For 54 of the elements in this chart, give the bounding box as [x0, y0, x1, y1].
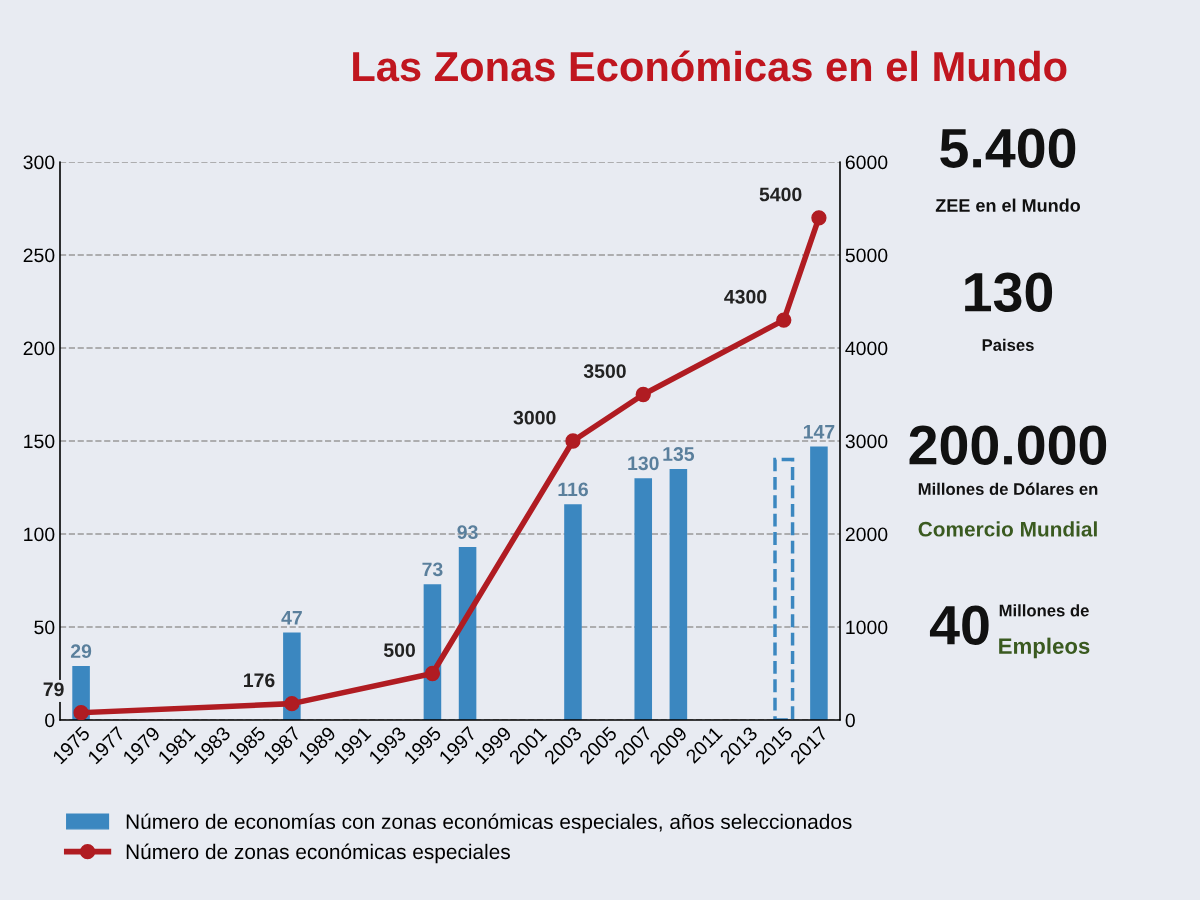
legend-label: Número de zonas económicas especiales: [126, 843, 510, 864]
y2-tick-label: 1000: [846, 620, 888, 635]
y2-tick-label: 5000: [845, 248, 888, 263]
bar: [810, 446, 828, 720]
data-label: 79: [43, 682, 64, 697]
bar: [634, 478, 653, 720]
text: 40: [929, 605, 989, 645]
data-label: 500: [383, 643, 415, 658]
point: [424, 665, 441, 682]
bar: [564, 504, 582, 720]
y2-tick-label: 6000: [845, 155, 888, 170]
point: [73, 705, 89, 720]
text: Millones de Dólares en: [918, 482, 1098, 495]
data-label: 147: [803, 425, 835, 439]
data-label: 135: [663, 447, 695, 461]
point: [776, 312, 792, 328]
data-label: 73: [422, 562, 443, 577]
y-tick-label: 250: [23, 248, 55, 263]
y-tick-label: 50: [34, 620, 55, 635]
legend-label: Número de economías con zonas económicas especiales, años seleccionados: [126, 813, 852, 834]
y2-tick-label: 4000: [845, 341, 888, 356]
data-label: 3500: [583, 364, 626, 379]
y-tick-label: 200: [23, 341, 55, 356]
data-label: 5400: [759, 187, 802, 202]
data-label: 3000: [513, 410, 556, 425]
data-label: 47: [281, 611, 302, 625]
data-label: 4300: [724, 289, 767, 304]
point: [811, 210, 827, 226]
y-tick-label: 150: [24, 434, 55, 449]
data-label: 130: [628, 456, 659, 471]
text: 200.000: [909, 425, 1107, 465]
text: 5.400: [940, 128, 1076, 168]
point: [565, 433, 581, 449]
bar: [669, 468, 688, 720]
text: Paises: [982, 338, 1034, 351]
chart-title: Las Zonas Económicas en el Mundo: [353, 50, 1067, 82]
y-tick-label: 300: [23, 155, 55, 170]
y-tick-label: 0: [45, 713, 55, 728]
y-tick-label: 100: [24, 527, 55, 542]
data-label: 176: [244, 673, 275, 688]
text: ZEE en el Mundo: [935, 198, 1081, 212]
bar: [458, 547, 477, 720]
y2-tick-label: 0: [845, 713, 855, 728]
text: Empleos: [999, 637, 1090, 659]
data-label: 116: [558, 482, 588, 497]
y2-tick-label: 3000: [845, 434, 888, 449]
text: Millones de: [999, 604, 1089, 617]
data-label: 29: [70, 644, 92, 659]
y2-tick-label: 2000: [845, 527, 888, 542]
text: 130: [965, 272, 1053, 312]
point: [635, 386, 651, 403]
point: [284, 695, 300, 712]
data-label: 93: [457, 525, 478, 540]
text: Comercio Mundial: [918, 521, 1097, 537]
